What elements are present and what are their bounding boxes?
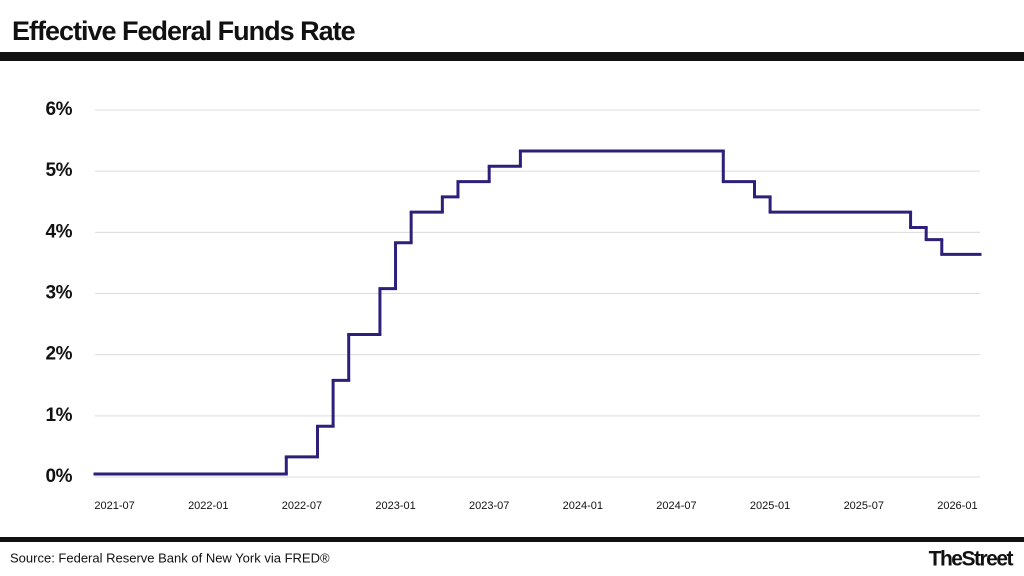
y-tick-label: 6% (46, 99, 73, 120)
title-rule (0, 52, 1024, 61)
chart-title: Effective Federal Funds Rate (12, 16, 356, 46)
y-tick-label: 4% (46, 221, 73, 242)
y-tick-label: 0% (46, 466, 73, 487)
x-tick-label: 2026-01 (937, 500, 977, 512)
source-note: Source: Federal Reserve Bank of New York… (10, 550, 330, 565)
footer-rule (0, 537, 1024, 542)
x-tick-label: 2024-01 (563, 500, 603, 512)
x-tick-label: 2023-07 (469, 500, 509, 512)
x-tick-label: 2023-01 (375, 500, 415, 512)
x-tick-label: 2025-07 (844, 500, 884, 512)
brand-logo: TheStreet (929, 548, 1014, 571)
x-tick-label: 2025-01 (750, 500, 790, 512)
y-tick-label: 1% (46, 405, 73, 426)
y-tick-label: 2% (46, 344, 73, 365)
x-tick-label: 2022-01 (188, 500, 228, 512)
y-tick-label: 5% (46, 160, 73, 181)
x-tick-label: 2024-07 (656, 500, 696, 512)
y-tick-label: 3% (46, 283, 73, 304)
x-tick-label: 2022-07 (282, 500, 322, 512)
x-tick-label: 2021-07 (94, 500, 134, 512)
